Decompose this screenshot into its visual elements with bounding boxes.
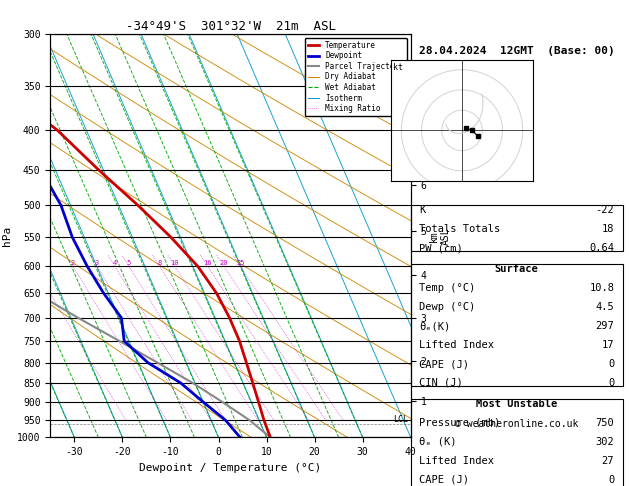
Text: 8: 8 bbox=[157, 260, 162, 266]
Text: 2: 2 bbox=[71, 260, 75, 266]
Text: 27: 27 bbox=[602, 456, 615, 466]
Legend: Temperature, Dewpoint, Parcel Trajectory, Dry Adiabat, Wet Adiabat, Isotherm, Mi: Temperature, Dewpoint, Parcel Trajectory… bbox=[304, 38, 407, 116]
Text: 20: 20 bbox=[220, 260, 228, 266]
Text: 18: 18 bbox=[602, 225, 615, 234]
Text: CAPE (J): CAPE (J) bbox=[419, 475, 469, 485]
Text: Totals Totals: Totals Totals bbox=[419, 225, 501, 234]
Text: 0: 0 bbox=[608, 475, 615, 485]
Text: CIN (J): CIN (J) bbox=[419, 378, 463, 388]
Text: Surface: Surface bbox=[495, 264, 538, 274]
Title: -34°49'S  301°32'W  21m  ASL: -34°49'S 301°32'W 21m ASL bbox=[126, 20, 335, 33]
Text: 750: 750 bbox=[596, 418, 615, 428]
Text: θₑ (K): θₑ (K) bbox=[419, 437, 457, 447]
Text: Dewp (°C): Dewp (°C) bbox=[419, 302, 476, 312]
Text: K: K bbox=[419, 206, 425, 215]
Text: © weatheronline.co.uk: © weatheronline.co.uk bbox=[455, 419, 579, 429]
Text: Pressure (mb): Pressure (mb) bbox=[419, 418, 501, 428]
Bar bbox=[411, 399, 623, 486]
Text: PW (cm): PW (cm) bbox=[419, 243, 463, 253]
Text: 4: 4 bbox=[113, 260, 117, 266]
Text: 17: 17 bbox=[602, 340, 615, 350]
Text: 28.04.2024  12GMT  (Base: 00): 28.04.2024 12GMT (Base: 00) bbox=[419, 46, 615, 56]
Text: LCL: LCL bbox=[393, 415, 408, 424]
Text: CAPE (J): CAPE (J) bbox=[419, 359, 469, 369]
X-axis label: Dewpoint / Temperature (°C): Dewpoint / Temperature (°C) bbox=[140, 463, 321, 473]
Text: 297: 297 bbox=[596, 321, 615, 331]
Bar bbox=[411, 264, 623, 385]
Text: 4.5: 4.5 bbox=[596, 302, 615, 312]
Text: 5: 5 bbox=[127, 260, 131, 266]
Text: 16: 16 bbox=[203, 260, 212, 266]
Text: 25: 25 bbox=[236, 260, 245, 266]
Text: Lifted Index: Lifted Index bbox=[419, 340, 494, 350]
Text: 302: 302 bbox=[596, 437, 615, 447]
Text: 0: 0 bbox=[608, 359, 615, 369]
Text: -22: -22 bbox=[596, 206, 615, 215]
Y-axis label: hPa: hPa bbox=[1, 226, 11, 246]
Text: kt: kt bbox=[393, 63, 403, 72]
Text: 3: 3 bbox=[95, 260, 99, 266]
Text: Lifted Index: Lifted Index bbox=[419, 456, 494, 466]
Text: θₑ(K): θₑ(K) bbox=[419, 321, 450, 331]
Text: Temp (°C): Temp (°C) bbox=[419, 283, 476, 293]
Text: 10: 10 bbox=[170, 260, 179, 266]
Text: Most Unstable: Most Unstable bbox=[476, 399, 557, 409]
Text: 0.64: 0.64 bbox=[589, 243, 615, 253]
Y-axis label: km
ASL: km ASL bbox=[429, 227, 451, 244]
Bar bbox=[411, 206, 623, 251]
Text: 0: 0 bbox=[608, 378, 615, 388]
Text: 10.8: 10.8 bbox=[589, 283, 615, 293]
